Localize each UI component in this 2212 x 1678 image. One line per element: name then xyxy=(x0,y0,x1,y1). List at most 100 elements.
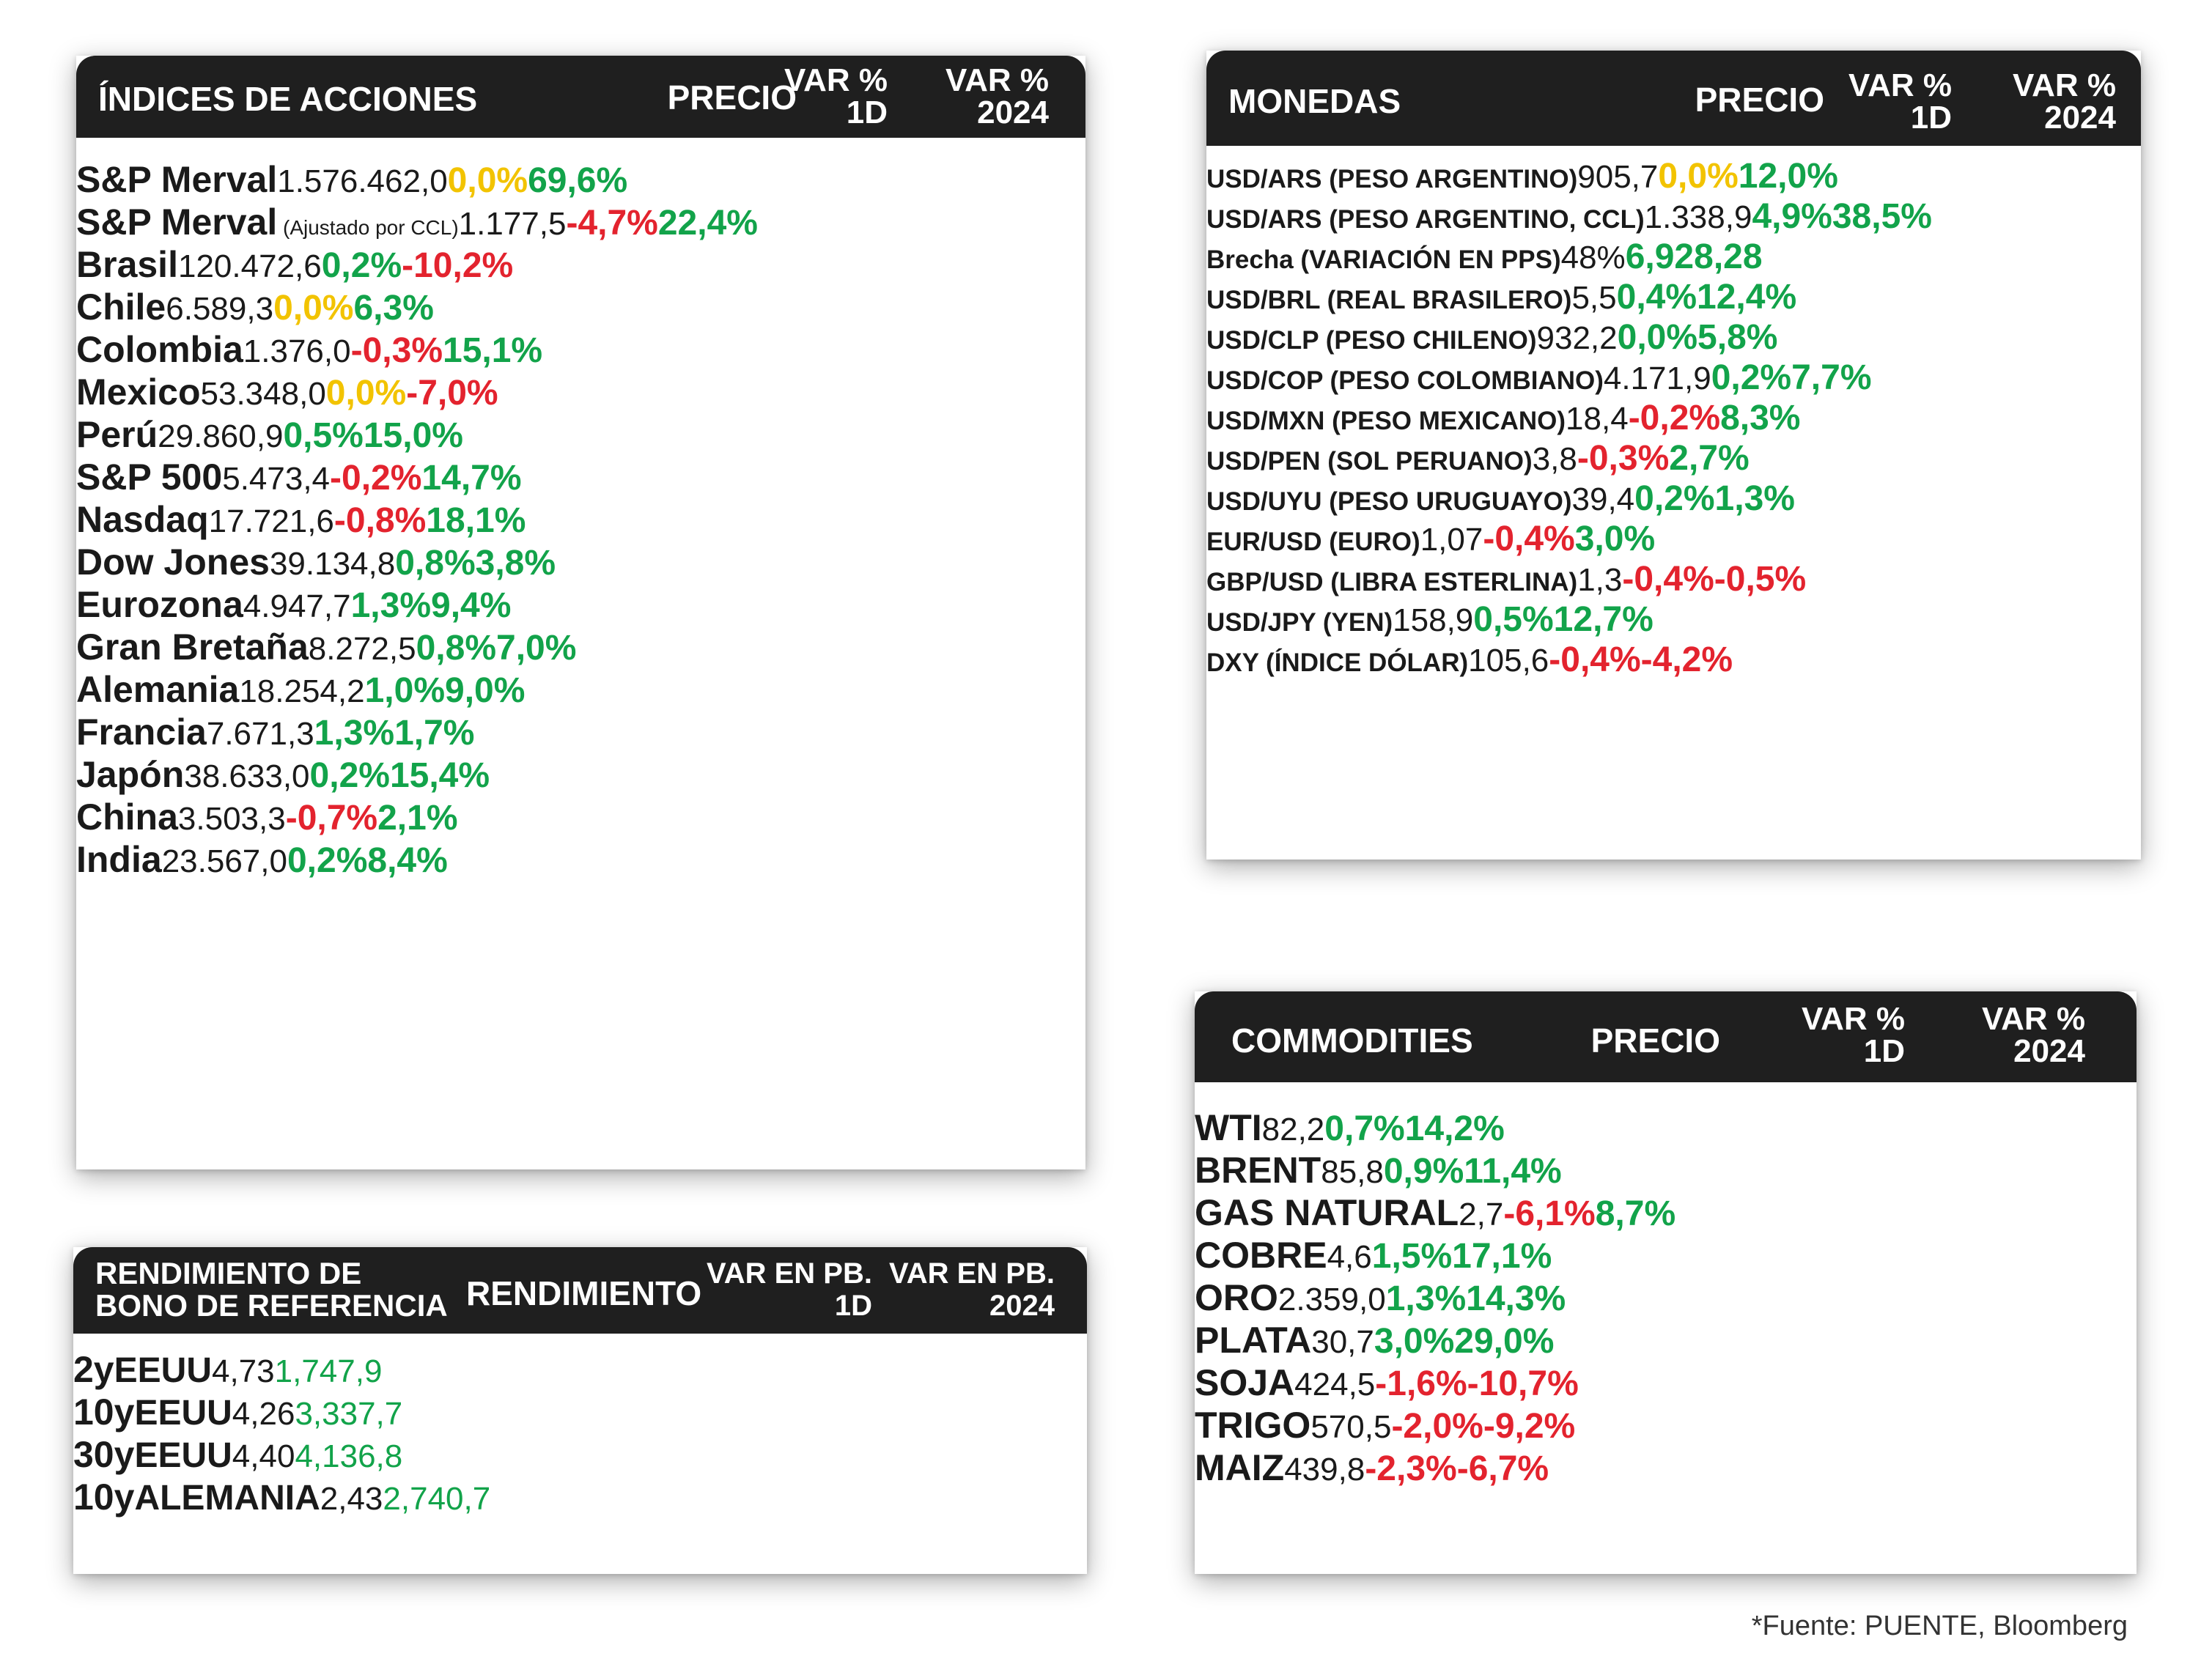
index-name: Perú xyxy=(76,414,158,455)
commodity-price: 85,8 xyxy=(1321,1154,1384,1190)
commodity-name: MAIZ xyxy=(1195,1447,1285,1488)
table-row: Francia7.671,31,3%1,7% xyxy=(76,711,1085,753)
commodity-var-2024: -10,7% xyxy=(1467,1364,1579,1403)
index-price: 23.567,0 xyxy=(161,843,287,879)
table-row: PLATA30,73,0%29,0% xyxy=(1195,1319,2137,1361)
index-name: Japón xyxy=(76,754,185,795)
index-var-1d: -4,7% xyxy=(566,204,658,243)
currency-price: 158,9 xyxy=(1393,602,1474,638)
bond-var2024-col-header: VAR EN PB. 2024 xyxy=(889,1257,1055,1322)
index-var-2024: 9,0% xyxy=(445,671,526,710)
index-price: 120.472,6 xyxy=(177,248,322,284)
table-row: SOJA424,5-1,6%-10,7% xyxy=(1195,1361,2137,1404)
table-row: USD/BRL (REAL BRASILERO)5,50,4%12,4% xyxy=(1206,277,2141,317)
index-price: 1.177,5 xyxy=(458,206,567,242)
bond-var-2024: 36,8 xyxy=(339,1438,403,1474)
table-row: S&P Merval1.576.462,00,0%69,6% xyxy=(76,158,1085,201)
bond-yield: 4,73 xyxy=(211,1353,275,1389)
bond-var-2024: 40,7 xyxy=(427,1481,491,1517)
table-row: 10yEEUU4,263,337,7 xyxy=(73,1391,1087,1433)
currency-var-1d: 4,9% xyxy=(1752,197,1832,236)
commodities-header: COMMODITIES PRECIO VAR % 1D VAR % 2024 xyxy=(1195,991,2137,1082)
currency-var-2024: 12,0% xyxy=(1738,157,1838,196)
currency-var-1d: 0,0% xyxy=(1617,318,1698,357)
bond-yield: 2,43 xyxy=(320,1481,383,1517)
table-row: BRENT85,80,9%11,4% xyxy=(1195,1149,2137,1191)
commodity-price-col-header: PRECIO xyxy=(1590,1021,1720,1060)
currency-var-1d: 0,4% xyxy=(1616,278,1697,317)
source-note: *Fuente: PUENTE, Bloomberg xyxy=(1751,1611,2128,1641)
currency-var-2024: 5,8% xyxy=(1697,318,1778,357)
index-price: 1.376,0 xyxy=(243,333,351,369)
currency-name: USD/UYU (PESO URUGUAYO) xyxy=(1206,487,1572,516)
currency-var2024-col-header: VAR % 2024 xyxy=(2013,67,2116,136)
table-row: USD/ARS (PESO ARGENTINO)905,70,0%12,0% xyxy=(1206,156,2141,196)
commodity-price: 570,5 xyxy=(1310,1409,1392,1445)
bond-var1d-col-header: VAR EN PB. 1D xyxy=(707,1257,872,1322)
currency-name: USD/BRL (REAL BRASILERO) xyxy=(1206,286,1572,314)
table-row: S&P 5005.473,4-0,2%14,7% xyxy=(76,456,1085,498)
index-var-2024: 18,1% xyxy=(426,501,526,540)
currency-var-2024: 28,28 xyxy=(1674,237,1763,276)
index-var-2024: -7,0% xyxy=(406,374,498,413)
commodity-name: GAS NATURAL xyxy=(1195,1192,1459,1233)
table-row: Japón38.633,00,2%15,4% xyxy=(76,753,1085,796)
index-price: 6.589,3 xyxy=(166,291,274,327)
commodity-var2024-col-header: VAR % 2024 xyxy=(1982,1001,2085,1069)
currency-price: 3,8 xyxy=(1532,441,1577,477)
currency-var-2024: -4,2% xyxy=(1640,640,1733,679)
index-var-2024: 15,0% xyxy=(363,416,463,455)
currency-name: USD/CLP (PESO CHILENO) xyxy=(1206,326,1537,355)
index-price: 39.134,8 xyxy=(269,546,396,582)
bond-tenor: 2y xyxy=(73,1349,114,1390)
index-var-1d: 1,0% xyxy=(364,671,446,710)
index-var-2024: 14,7% xyxy=(421,459,522,498)
table-row: USD/JPY (YEN)158,90,5%12,7% xyxy=(1206,599,2141,640)
currency-name: EUR/USD (EURO) xyxy=(1206,528,1420,556)
index-price: 3.503,3 xyxy=(177,801,286,837)
index-var-1d: 0,5% xyxy=(283,416,364,455)
index-price: 53.348,0 xyxy=(200,376,326,412)
currency-price: 18,4 xyxy=(1566,401,1629,437)
table-row: Alemania18.254,21,0%9,0% xyxy=(76,668,1085,711)
currency-var-1d: -0,4% xyxy=(1483,520,1575,558)
index-var-2024: 8,4% xyxy=(367,841,448,880)
index-var-1d: -0,8% xyxy=(333,501,427,540)
stock-indices-title: ÍNDICES DE ACCIONES xyxy=(98,80,478,118)
table-row: 2yEEUU4,731,747,9 xyxy=(73,1348,1087,1391)
table-row: Dow Jones39.134,80,8%3,8% xyxy=(76,541,1085,583)
currency-name: Brecha (VARIACIÓN EN PPS) xyxy=(1206,245,1561,274)
table-row: 10yALEMANIA2,432,740,7 xyxy=(73,1476,1087,1518)
currency-var-2024: 12,4% xyxy=(1697,278,1797,317)
commodity-var-2024: 8,7% xyxy=(1595,1194,1676,1233)
commodity-price: 82,2 xyxy=(1261,1112,1325,1147)
index-price: 18.254,2 xyxy=(239,673,365,709)
commodities-panel: COMMODITIES PRECIO VAR % 1D VAR % 2024 WTI… xyxy=(1195,991,2137,1574)
bond-yield: 4,40 xyxy=(232,1438,295,1474)
index-var-2024: 9,4% xyxy=(431,586,512,625)
index-var-1d: 0,0% xyxy=(447,161,528,200)
table-row: DXY (ÍNDICE DÓLAR)105,6-0,4%-4,2% xyxy=(1206,640,2141,680)
currency-var-2024: 38,5% xyxy=(1832,197,1932,236)
currency-name: USD/ARS (PESO ARGENTINO) xyxy=(1206,165,1578,193)
index-var-2024: 1,7% xyxy=(394,714,475,753)
currency-name: USD/ARS (PESO ARGENTINO, CCL) xyxy=(1206,205,1645,234)
currency-var-2024: -0,5% xyxy=(1714,560,1807,599)
bond-country: EEUU xyxy=(134,1394,232,1433)
bond-var-2024: 37,7 xyxy=(339,1396,403,1432)
index-var-2024: 2,1% xyxy=(377,799,458,838)
bond-var-1d: 2,7 xyxy=(383,1481,428,1517)
table-row: ORO2.359,01,3%14,3% xyxy=(1195,1276,2137,1319)
currency-price: 48% xyxy=(1560,240,1626,276)
index-var-1d: -0,3% xyxy=(350,331,443,370)
commodity-var-2024: 17,1% xyxy=(1452,1237,1552,1276)
commodity-price: 2.359,0 xyxy=(1278,1282,1386,1317)
commodity-price: 4,6 xyxy=(1327,1239,1372,1275)
table-row: China3.503,3-0,7%2,1% xyxy=(76,796,1085,838)
currency-name: USD/PEN (SOL PERUANO) xyxy=(1206,447,1533,476)
commodity-name: BRENT xyxy=(1195,1150,1321,1191)
index-name: S&P Merval (Ajustado por CCL) xyxy=(76,202,459,243)
currency-var-2024: 12,7% xyxy=(1553,600,1654,639)
currency-price: 5,5 xyxy=(1571,280,1617,316)
currency-price: 39,4 xyxy=(1571,481,1635,517)
